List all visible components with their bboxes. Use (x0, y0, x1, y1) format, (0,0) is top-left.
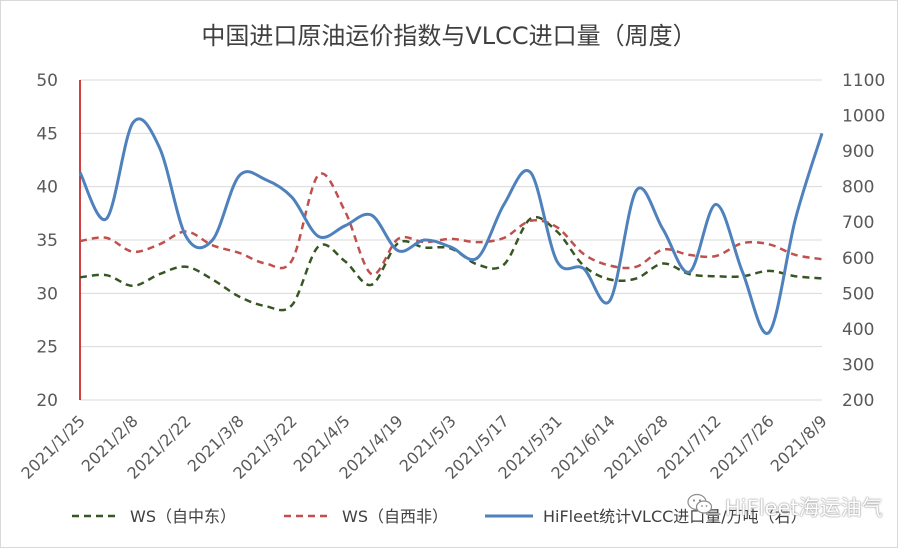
left-tick-label: 25 (36, 338, 58, 358)
right-tick-label: 400 (842, 320, 874, 340)
legend-label-2: WS（自西非） (342, 507, 448, 526)
right-tick-label: 700 (842, 213, 874, 233)
series-lines (78, 117, 824, 335)
x-tick-label: 2021/1/25 (17, 411, 88, 482)
watermark: HiFleet海运油气 (725, 496, 883, 520)
right-tick-label: 600 (842, 249, 874, 269)
left-tick-label: 50 (36, 71, 58, 91)
left-axis-ticks: 20 25 30 35 40 45 50 (36, 71, 58, 411)
legend-label-3: HiFleet统计VLCC进口量/万吨（右） (543, 507, 807, 526)
wechat-logo-icon (687, 493, 713, 514)
left-tick-label: 40 (36, 178, 58, 198)
left-tick-label: 45 (36, 124, 58, 144)
x-axis-ticks: 2021/1/252021/2/82021/2/222021/3/82021/3… (17, 411, 830, 482)
legend-label-1: WS（自中东） (130, 507, 236, 526)
series-line-2 (79, 172, 823, 276)
series-line-1 (79, 216, 823, 312)
left-tick-label: 35 (36, 231, 58, 251)
legend: WS（自中东） WS（自西非） HiFleet统计VLCC进口量/万吨（右） (72, 507, 807, 526)
right-tick-label: 800 (842, 178, 874, 198)
left-tick-label: 20 (36, 391, 58, 411)
right-tick-label: 900 (842, 142, 874, 162)
right-axis-ticks: 200 300 400 500 600 700 800 900 1000 1100 (842, 71, 885, 411)
chart-title: 中国进口原油运价指数与VLCC进口量（周度） (201, 22, 696, 50)
right-tick-label: 1100 (842, 71, 885, 91)
right-tick-label: 500 (842, 284, 874, 304)
x-tick-label: 2021/8/9 (767, 411, 831, 475)
right-tick-label: 300 (842, 355, 874, 375)
left-tick-label: 30 (36, 284, 58, 304)
right-tick-label: 200 (842, 391, 874, 411)
right-tick-label: 1000 (842, 107, 885, 127)
series-line-3 (78, 117, 824, 335)
gridlines (80, 79, 822, 401)
